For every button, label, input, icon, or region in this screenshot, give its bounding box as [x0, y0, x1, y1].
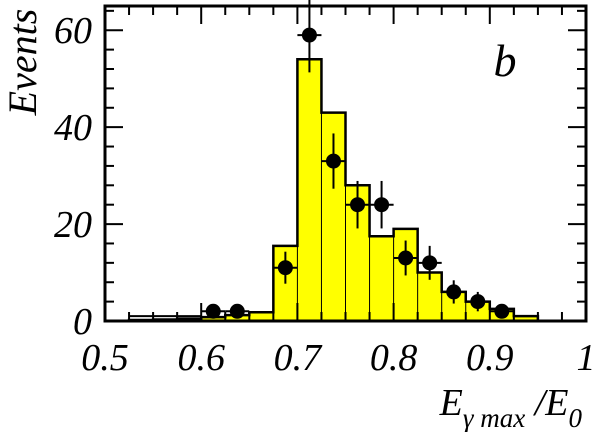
histogram-bar: [297, 59, 322, 322]
x-tick-label: 0.5: [81, 337, 129, 379]
y-tick-label: 0: [73, 301, 92, 343]
y-tick-label: 40: [54, 107, 92, 149]
data-point: [417, 245, 442, 280]
data-point: [441, 280, 466, 304]
x-axis-label-subscript: γ max: [463, 403, 525, 432]
y-axis-label: Events: [0, 9, 45, 117]
point-marker: [229, 303, 245, 319]
tick-labels: 0.5 0.6 0.7 0.8 0.9 1 0 20 40 60: [54, 10, 594, 379]
x-axis-label-base: E: [439, 382, 463, 424]
point-marker: [422, 255, 438, 271]
data-point: [225, 303, 250, 319]
x-tick-label: 1: [577, 337, 594, 379]
point-marker: [350, 197, 366, 213]
x-tick-label: 0.6: [177, 337, 225, 379]
panel-label: b: [494, 35, 517, 86]
y-tick-label: 60: [54, 10, 92, 52]
histogram-bar: [249, 312, 274, 321]
x-tick-label: 0.7: [274, 337, 324, 379]
data-point: [297, 0, 322, 73]
x-axis-label-subscript-2: 0: [569, 403, 583, 432]
histogram-bar: [201, 317, 226, 321]
point-marker: [205, 303, 221, 319]
histogram-bar: [417, 272, 442, 321]
histogram-fill-layer: [129, 59, 538, 322]
point-marker: [494, 303, 510, 319]
data-point: [201, 303, 226, 319]
x-tick-label: 0.9: [466, 337, 514, 379]
point-marker: [374, 197, 390, 213]
x-axis-label: Eγ max /E0: [439, 382, 583, 432]
data-point: [393, 240, 418, 276]
x-tick-label: 0.8: [370, 337, 418, 379]
point-marker: [446, 284, 462, 300]
point-marker: [398, 250, 414, 266]
axis-ticks: [104, 6, 587, 322]
data-point: [321, 133, 346, 189]
y-tick-label: 20: [54, 204, 92, 246]
histogram-bar: [369, 236, 394, 321]
histogram-bar: [513, 316, 538, 321]
data-point: [465, 291, 490, 312]
point-marker: [301, 27, 317, 43]
point-marker: [470, 294, 486, 310]
point-marker: [325, 153, 341, 169]
data-point: [273, 251, 298, 284]
data-point: [369, 180, 394, 229]
x-axis-label-separator: /E: [525, 382, 568, 424]
data-point: [345, 180, 370, 229]
data-point: [489, 303, 514, 319]
point-marker: [277, 260, 293, 276]
